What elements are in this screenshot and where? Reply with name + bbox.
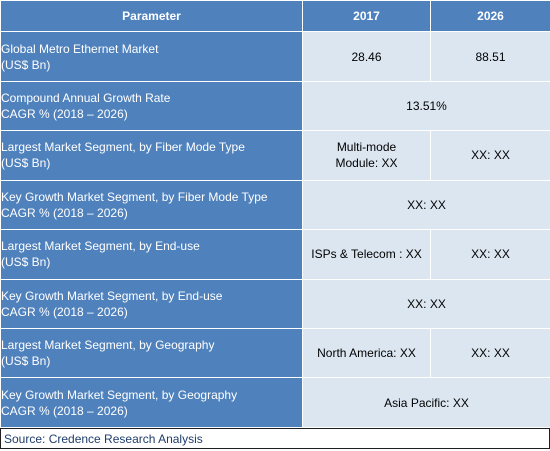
cell-2026: XX: XX [430, 229, 550, 280]
header-row: Parameter 2017 2026 [0, 0, 550, 33]
cell-2017: North America: XX [302, 327, 431, 379]
row-label-line1: Global Metro Ethernet Market [1, 41, 159, 56]
row-label: Key Growth Market Segment, by Fiber Mode… [0, 179, 303, 231]
cell-2017: Multi-mode Module: XX [302, 130, 431, 181]
cell-2026: XX: XX [430, 327, 550, 379]
row-label-line2: CAGR % (2018 – 2026) [1, 304, 128, 319]
row-label-line1: Compound Annual Growth Rate [1, 90, 171, 105]
row-label: Key Growth Market Segment, by Geography … [0, 377, 303, 428]
row-label-line1: Largest Market Segment, by Geography [1, 338, 215, 353]
row-label-line2: (US$ Bn) [1, 255, 51, 270]
table-row: Largest Market Segment, by End-use (US$ … [0, 229, 550, 280]
cell-merged: XX: XX [302, 278, 550, 330]
source-note: Source: Credence Research Analysis [0, 428, 550, 449]
table-row: Largest Market Segment, by Geography (US… [0, 327, 550, 379]
row-label-line2: (US$ Bn) [1, 156, 51, 171]
row-label-line2: CAGR % (2018 – 2026) [1, 205, 128, 220]
cell-2026: 88.51 [430, 31, 550, 82]
row-label: Largest Market Segment, by Geography (US… [0, 327, 303, 379]
header-parameter: Parameter [0, 0, 303, 33]
row-label-line1: Key Growth Market Segment, by Fiber Mode… [1, 189, 268, 204]
row-label-line2: (US$ Bn) [1, 57, 51, 72]
row-label-line2: CAGR % (2018 – 2026) [1, 106, 128, 121]
cell-2017-line2: Module: XX [335, 156, 398, 171]
row-label-line2: (US$ Bn) [1, 354, 51, 369]
row-label: Largest Market Segment, by End-use (US$ … [0, 229, 303, 280]
cell-2017: 28.46 [302, 31, 431, 82]
row-label: Largest Market Segment, by Fiber Mode Ty… [0, 130, 303, 181]
row-label: Global Metro Ethernet Market (US$ Bn) [0, 31, 303, 82]
header-2026: 2026 [430, 0, 550, 33]
row-label: Key Growth Market Segment, by End-use CA… [0, 278, 303, 330]
row-label: Compound Annual Growth Rate CAGR % (2018… [0, 80, 303, 132]
table-row: Key Growth Market Segment, by Geography … [0, 377, 550, 428]
header-2017: 2017 [302, 0, 431, 33]
table-row: Largest Market Segment, by Fiber Mode Ty… [0, 130, 550, 181]
cell-merged: Asia Pacific: XX [302, 377, 550, 428]
table-row: Key Growth Market Segment, by Fiber Mode… [0, 179, 550, 231]
row-label-line1: Key Growth Market Segment, by Geography [1, 387, 238, 402]
row-label-line1: Key Growth Market Segment, by End-use [1, 288, 223, 303]
cell-2017-line1: Multi-mode [336, 140, 397, 155]
market-summary-table: Parameter 2017 2026 Global Metro Etherne… [0, 0, 550, 428]
row-label-line2: CAGR % (2018 – 2026) [1, 403, 128, 418]
table-row: Compound Annual Growth Rate CAGR % (2018… [0, 80, 550, 132]
cell-2026: XX: XX [430, 130, 550, 181]
row-label-line1: Largest Market Segment, by End-use [1, 239, 200, 254]
cell-merged: XX: XX [302, 179, 550, 231]
cell-merged: 13.51% [302, 80, 550, 132]
cell-2017-value: 28.46 [351, 49, 382, 64]
table-row: Global Metro Ethernet Market (US$ Bn) 28… [0, 31, 550, 82]
row-label-line1: Largest Market Segment, by Fiber Mode Ty… [1, 140, 245, 155]
table-row: Key Growth Market Segment, by End-use CA… [0, 278, 550, 330]
cell-2017: ISPs & Telecom : XX [302, 229, 431, 280]
